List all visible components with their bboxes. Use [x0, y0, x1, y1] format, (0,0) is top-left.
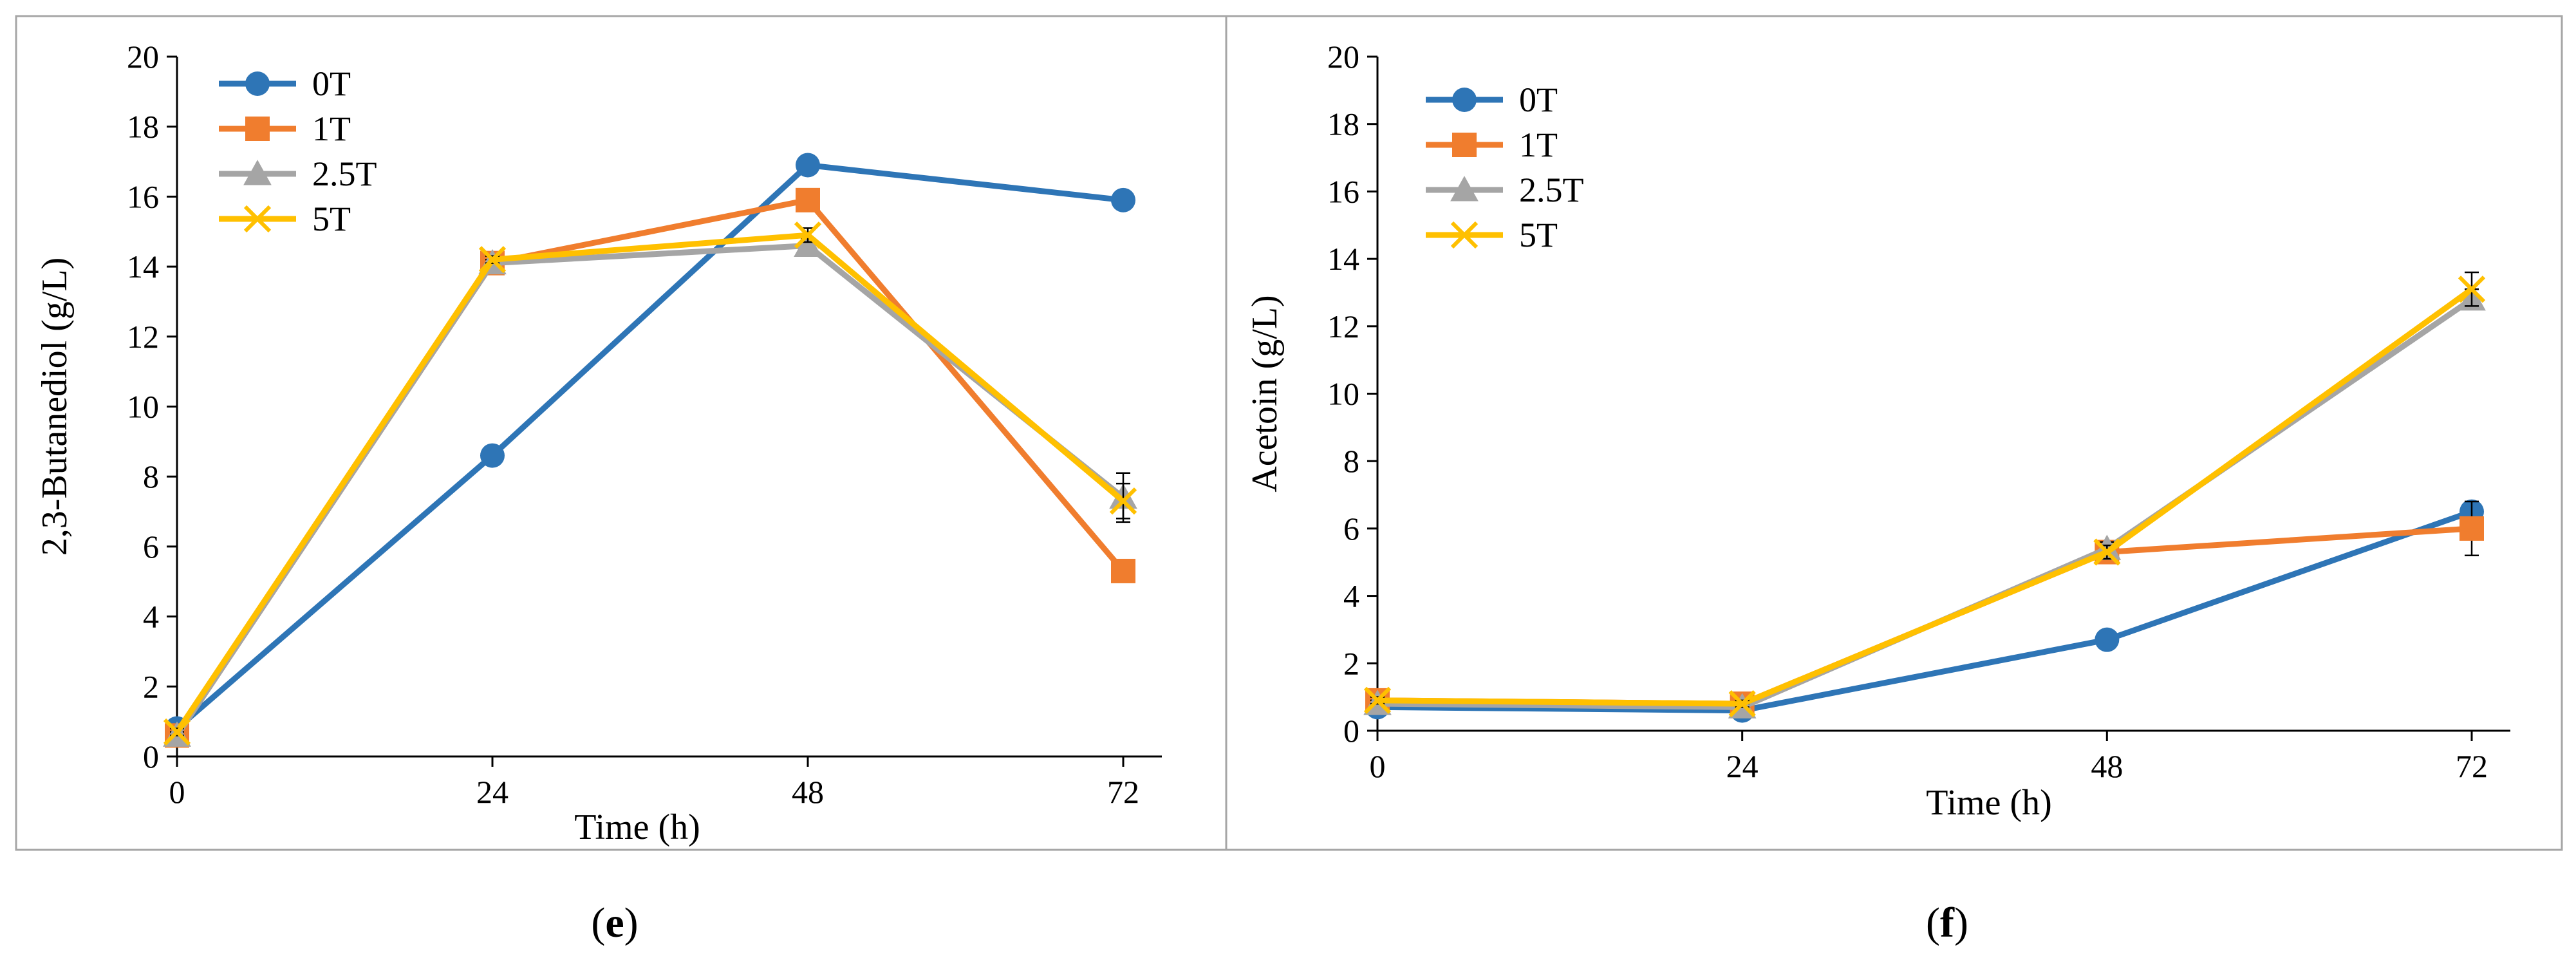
- y-tick-label: 6: [143, 529, 159, 565]
- series-line: [174, 242, 1125, 737]
- legend-entry-1T: 1T: [1426, 126, 1558, 164]
- series-5T: [163, 221, 1137, 746]
- y-tick-label: 10: [1327, 376, 1359, 412]
- y-tick-label: 12: [127, 319, 159, 355]
- legend: 0T 1T 2.5T 5T: [219, 64, 377, 238]
- series-line: [1377, 286, 2474, 707]
- legend-entry-0T: 0T: [1426, 80, 1558, 119]
- x-tick-label: 0: [169, 774, 185, 810]
- x-tick-label: 48: [792, 774, 824, 810]
- data-point: [480, 443, 505, 468]
- y-axis-label: 2,3-Butanediol (g/L): [35, 258, 75, 556]
- y-tick-label: 10: [127, 389, 159, 425]
- x-tick-label: 24: [476, 774, 509, 810]
- legend-entry-0T: 0T: [219, 64, 351, 103]
- data-point: [163, 718, 191, 746]
- data-point: [1363, 686, 1392, 715]
- data-point: [1109, 487, 1137, 515]
- legend-marker: [245, 71, 270, 96]
- data-point: [794, 221, 822, 249]
- y-tick-label: 16: [1327, 173, 1359, 209]
- y-tick-label: 8: [143, 458, 159, 494]
- y-tick-label: 2: [1343, 645, 1359, 681]
- legend-marker: [243, 205, 272, 233]
- y-tick-label: 20: [127, 39, 159, 75]
- x-tick-label: 24: [1726, 748, 1759, 784]
- legend-marker: [1450, 221, 1479, 249]
- legend-label: 1T: [1519, 126, 1558, 164]
- data-point: [2459, 516, 2484, 541]
- y-axis-label: Acetoin (g/L): [1245, 295, 1285, 492]
- x-tick-label: 48: [2091, 748, 2123, 784]
- x-tick-label: 0: [1370, 748, 1386, 784]
- series-line: [174, 232, 1125, 734]
- y-tick-label: 2: [143, 668, 159, 704]
- series-2.5T: [1363, 285, 2486, 718]
- y-tick-label: 4: [1343, 578, 1359, 614]
- data-point: [1111, 187, 1135, 212]
- legend-marker: [1452, 88, 1477, 112]
- legend-entry-5T: 5T: [219, 200, 351, 238]
- y-tick-label: 14: [127, 249, 159, 285]
- y-tick-label: 12: [1327, 308, 1359, 344]
- data-point: [2093, 538, 2121, 566]
- legend-marker: [1452, 133, 1477, 157]
- chart-frame: [1225, 15, 2563, 851]
- legend-entry-5T: 5T: [1426, 216, 1558, 254]
- data-point: [796, 187, 820, 212]
- x-axis-label: Time (h): [574, 807, 700, 847]
- legend-entry-2.5T: 2.5T: [1426, 171, 1584, 209]
- y-tick-label: 18: [1327, 106, 1359, 142]
- y-tick-label: 0: [1343, 713, 1359, 749]
- data-point: [1111, 558, 1135, 583]
- y-tick-label: 14: [1327, 241, 1359, 277]
- legend-marker: [1450, 176, 1479, 202]
- x-tick-label: 72: [1107, 774, 1139, 810]
- y-tick-label: 0: [143, 738, 159, 775]
- y-tick-label: 4: [143, 599, 159, 635]
- panel-caption: (e): [591, 899, 638, 946]
- data-point: [2095, 627, 2120, 652]
- legend-entry-1T: 1T: [219, 109, 351, 148]
- data-point: [2458, 276, 2486, 303]
- legend-marker: [243, 160, 272, 185]
- series-line: [175, 162, 1124, 731]
- legend-label: 0T: [1519, 80, 1558, 119]
- data-point: [1728, 690, 1756, 718]
- legend-marker: [245, 117, 270, 141]
- series-0T: [165, 153, 1135, 741]
- data-point: [796, 153, 820, 178]
- panel-caption: (f): [1926, 899, 1968, 946]
- legend-label: 0T: [312, 64, 351, 103]
- series-line: [174, 197, 1126, 737]
- y-tick-label: 18: [127, 109, 159, 145]
- x-tick-label: 72: [2456, 748, 2488, 784]
- legend-label: 2.5T: [1519, 171, 1584, 209]
- legend-label: 5T: [1519, 216, 1558, 254]
- legend-label: 2.5T: [312, 155, 377, 193]
- series-line: [1377, 509, 2473, 714]
- series-5T: [1363, 271, 2486, 718]
- y-tick-label: 8: [1343, 443, 1359, 479]
- series-line: [1377, 297, 2474, 710]
- legend: 0T 1T 2.5T 5T: [1426, 80, 1584, 254]
- legend-label: 5T: [312, 200, 351, 238]
- legend-label: 1T: [312, 109, 351, 148]
- y-tick-label: 16: [127, 178, 159, 214]
- data-point: [794, 231, 822, 257]
- legend-entry-2.5T: 2.5T: [219, 155, 377, 193]
- series-1T: [165, 187, 1135, 748]
- x-axis-label: Time (h): [1926, 783, 2052, 823]
- data-point: [478, 246, 507, 274]
- series-1T: [1365, 500, 2484, 717]
- y-tick-label: 6: [1343, 511, 1359, 547]
- y-tick-label: 20: [1327, 39, 1359, 75]
- series-0T: [1365, 499, 2484, 723]
